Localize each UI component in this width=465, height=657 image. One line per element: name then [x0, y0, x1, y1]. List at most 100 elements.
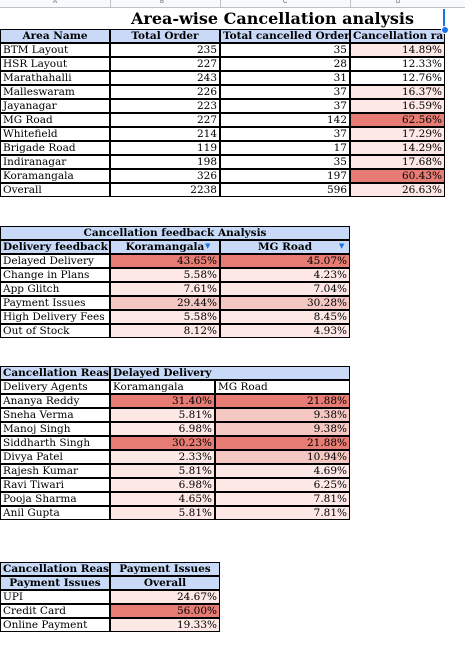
column-header-d[interactable]: D	[396, 0, 401, 5]
table2-cell[interactable]: 4.23%	[220, 268, 350, 282]
table3-cell[interactable]: Anil Gupta	[0, 506, 110, 520]
table1-cell[interactable]: 326	[110, 169, 220, 183]
table4-header-left[interactable]: Cancellation Reason	[0, 562, 110, 576]
table1-cell[interactable]: 235	[110, 43, 220, 57]
column-header-b[interactable]: B	[160, 0, 165, 5]
table3-cell[interactable]: 6.25%	[215, 478, 350, 492]
table3-cell[interactable]: 5.81%	[110, 506, 215, 520]
filter-dropdown-icon[interactable]: ▼	[339, 242, 345, 250]
table2-cell[interactable]: Delayed Delivery	[0, 254, 110, 268]
table1-cell[interactable]: 227	[110, 57, 220, 71]
table2-cell[interactable]: High Delivery Fees	[0, 310, 110, 324]
table2-cell[interactable]: 5.58%	[110, 268, 220, 282]
table1-cell[interactable]: Overall	[0, 183, 110, 197]
table1-cell[interactable]: Koramangala	[0, 169, 110, 183]
table3-cell[interactable]: 7.81%	[215, 492, 350, 506]
table3-cell[interactable]: 4.65%	[110, 492, 215, 506]
table3-cell[interactable]: 21.88%	[215, 436, 350, 450]
table3-cell[interactable]: 30.23%	[110, 436, 215, 450]
table1-cell[interactable]: 197	[220, 169, 350, 183]
table1-cell[interactable]: 35	[220, 43, 350, 57]
table3-cell[interactable]: Manoj Singh	[0, 422, 110, 436]
table1-cell[interactable]: 28	[220, 57, 350, 71]
table1-cell[interactable]: 60.43%	[350, 169, 445, 183]
table4-subheader[interactable]: Overall	[110, 576, 220, 590]
table3-cell[interactable]: 9.38%	[215, 422, 350, 436]
table2-cell[interactable]: 5.58%	[110, 310, 220, 324]
table1-header-cell[interactable]: Cancellation rate	[350, 29, 445, 43]
table1-cell[interactable]: MG Road	[0, 113, 110, 127]
table1-cell[interactable]: 17.68%	[350, 155, 445, 169]
table2-cell[interactable]: 45.07%	[220, 254, 350, 268]
table2-cell[interactable]: 29.44%	[110, 296, 220, 310]
table2-cell[interactable]: 8.45%	[220, 310, 350, 324]
table3-subheader[interactable]: MG Road	[215, 380, 350, 394]
table1-cell[interactable]: 596	[220, 183, 350, 197]
table2-cell[interactable]: Change in Plans	[0, 268, 110, 282]
filter-dropdown-icon[interactable]: ▼	[205, 242, 211, 250]
table1-cell[interactable]: Malleswaram	[0, 85, 110, 99]
table4-cell[interactable]: UPI	[0, 590, 110, 604]
table2-cell[interactable]: 8.12%	[110, 324, 220, 338]
table1-cell[interactable]: 243	[110, 71, 220, 85]
table1-cell[interactable]: 12.33%	[350, 57, 445, 71]
table1-cell[interactable]: HSR Layout	[0, 57, 110, 71]
table1-title[interactable]: Area-wise Cancellation analysis	[131, 9, 414, 28]
table1-cell[interactable]: 223	[110, 99, 220, 113]
table1-cell[interactable]: 142	[220, 113, 350, 127]
column-header-c[interactable]: C	[283, 0, 288, 5]
table1-cell[interactable]: 227	[110, 113, 220, 127]
table1-cell[interactable]: 37	[220, 127, 350, 141]
table4-cell[interactable]: 19.33%	[110, 618, 220, 632]
selection-handle[interactable]	[441, 26, 449, 34]
table2-cell[interactable]: App Glitch	[0, 282, 110, 296]
table1-cell[interactable]: 26.63%	[350, 183, 445, 197]
table3-subheader[interactable]: Delivery Agents	[0, 380, 110, 394]
table1-cell[interactable]: 226	[110, 85, 220, 99]
table3-header-right[interactable]: Delayed Delivery	[110, 366, 350, 380]
table1-cell[interactable]: Marathahalli	[0, 71, 110, 85]
table3-cell[interactable]: 2.33%	[110, 450, 215, 464]
table4-cell[interactable]: 56.00%	[110, 604, 220, 618]
table1-cell[interactable]: 17	[220, 141, 350, 155]
table1-cell[interactable]: Jayanagar	[0, 99, 110, 113]
table3-cell[interactable]: 6.98%	[110, 478, 215, 492]
table1-cell[interactable]: 62.56%	[350, 113, 445, 127]
table3-header-left[interactable]: Cancellation Reason	[0, 366, 110, 380]
table3-cell[interactable]: 7.81%	[215, 506, 350, 520]
table1-cell[interactable]: 119	[110, 141, 220, 155]
table1-header-cell[interactable]: Total cancelled Orders	[220, 29, 350, 43]
table1-header-cell[interactable]: Area Name	[0, 29, 110, 43]
table4-cell[interactable]: Online Payment	[0, 618, 110, 632]
table3-cell[interactable]: Ravi Tiwari	[0, 478, 110, 492]
table3-cell[interactable]: Sneha Verma	[0, 408, 110, 422]
table1-cell[interactable]: 37	[220, 85, 350, 99]
table1-cell[interactable]: 31	[220, 71, 350, 85]
table3-cell[interactable]: Rajesh Kumar	[0, 464, 110, 478]
table2-cell[interactable]: 4.93%	[220, 324, 350, 338]
table3-cell[interactable]: 4.69%	[215, 464, 350, 478]
table3-subheader[interactable]: Koramangala	[110, 380, 215, 394]
table2-cell[interactable]: 43.65%	[110, 254, 220, 268]
table2-cell[interactable]: 7.61%	[110, 282, 220, 296]
table4-header-right[interactable]: Payment Issues	[110, 562, 220, 576]
table1-header-cell[interactable]: Total Order	[110, 29, 220, 43]
table2-header-cell[interactable]: MG Road	[220, 240, 350, 254]
table4-subheader[interactable]: Payment Issues	[0, 576, 110, 590]
table2-header-cell[interactable]: Delivery feedback	[0, 240, 110, 254]
table1-cell[interactable]: 2238	[110, 183, 220, 197]
table1-cell[interactable]: 16.59%	[350, 99, 445, 113]
table3-cell[interactable]: 5.81%	[110, 408, 215, 422]
table2-header-cell[interactable]: Koramangala	[110, 240, 220, 254]
table1-cell[interactable]: 198	[110, 155, 220, 169]
table3-cell[interactable]: Pooja Sharma	[0, 492, 110, 506]
table3-cell[interactable]: 5.81%	[110, 464, 215, 478]
table3-cell[interactable]: Ananya Reddy	[0, 394, 110, 408]
table1-cell[interactable]: 12.76%	[350, 71, 445, 85]
table1-cell[interactable]: 16.37%	[350, 85, 445, 99]
table1-cell[interactable]: Whitefield	[0, 127, 110, 141]
table3-cell[interactable]: 31.40%	[110, 394, 215, 408]
table3-cell[interactable]: 9.38%	[215, 408, 350, 422]
table3-cell[interactable]: Divya Patel	[0, 450, 110, 464]
table4-cell[interactable]: 24.67%	[110, 590, 220, 604]
